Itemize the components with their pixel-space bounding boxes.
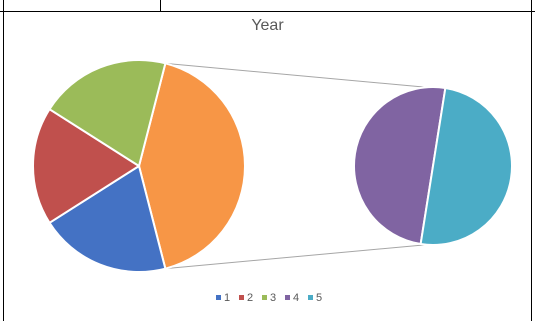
chart-title: Year: [251, 17, 284, 34]
legend-label-4: 4: [293, 292, 299, 304]
legend-label-5: 5: [316, 292, 322, 304]
legend-label-1: 1: [224, 292, 230, 304]
pie-slice-2: [31, 108, 140, 224]
legend-marker-4: [285, 295, 290, 300]
secondary-slice-5: [419, 86, 513, 246]
legend: 1 2 3 4 5: [216, 292, 322, 304]
table-frame-right: [531, 12, 532, 321]
pie-slice-1: [48, 165, 167, 273]
legend-marker-5: [308, 295, 313, 300]
connector-line-bottom: [165, 244, 427, 270]
pie-slice-3: [48, 59, 167, 167]
pie-slice-other: [138, 62, 246, 270]
connector-line-top: [165, 62, 427, 88]
secondary-pie: [353, 86, 513, 246]
secondary-slice-4: [353, 86, 447, 246]
legend-marker-3: [262, 295, 267, 300]
table-frame-top: [0, 0, 535, 12]
primary-pie: [31, 59, 246, 273]
legend-marker-1: [216, 295, 221, 300]
legend-marker-2: [239, 295, 244, 300]
legend-label-2: 2: [247, 292, 253, 304]
legend-label-3: 3: [270, 292, 276, 304]
table-frame-left: [3, 12, 4, 321]
connector-lines: [165, 62, 427, 270]
